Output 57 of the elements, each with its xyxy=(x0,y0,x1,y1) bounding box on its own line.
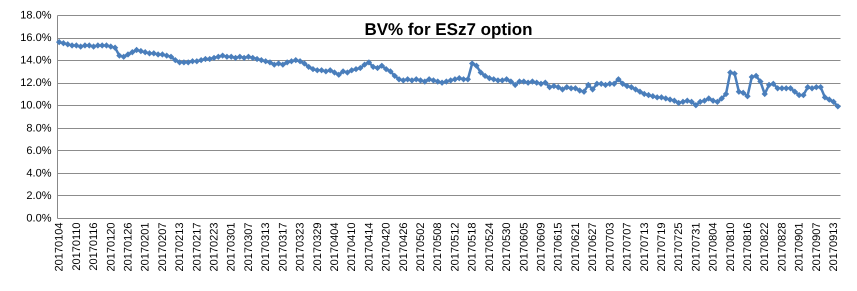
x-tick-label: 20170508 xyxy=(432,222,444,272)
x-tick-label: 20170116 xyxy=(88,222,100,271)
x-tick-label: 20170907 xyxy=(810,222,823,272)
y-tick-label: 16.0% xyxy=(20,32,52,44)
x-tick-label: 20170828 xyxy=(776,222,788,272)
x-tick-label: 20170110 xyxy=(70,222,83,271)
x-tick-label: 20170822 xyxy=(759,222,772,272)
x-tick-label: 20170420 xyxy=(380,222,393,272)
x-tick-label: 20170816 xyxy=(742,222,754,272)
x-tick-label: 20170217 xyxy=(191,222,204,272)
x-tick-label: 20170621 xyxy=(570,222,582,272)
x-tick-label: 20170126 xyxy=(122,222,134,272)
y-tick-label: 18.0% xyxy=(20,10,52,22)
x-tick-label: 20170301 xyxy=(226,222,238,272)
x-tick-label: 20170605 xyxy=(518,222,530,272)
y-tick-label: 0.0% xyxy=(26,212,52,224)
x-tick-label: 20170901 xyxy=(794,222,806,272)
x-tick-label: 20170307 xyxy=(242,222,255,272)
x-tick-label: 20170713 xyxy=(638,222,651,272)
x-tick-label: 20170913 xyxy=(828,222,840,272)
y-tick-label: 6.0% xyxy=(26,144,52,157)
x-tick-label: 20170201 xyxy=(140,222,152,272)
x-tick-label: 20170207 xyxy=(156,222,169,272)
x-tick-label: 20170627 xyxy=(587,222,600,272)
y-tick-label: 8.0% xyxy=(26,122,52,134)
x-tick-label: 20170524 xyxy=(484,222,496,272)
x-tick-label: 20170502 xyxy=(415,222,428,272)
x-tick-label: 20170512 xyxy=(449,222,462,272)
x-tick-label: 20170223 xyxy=(208,222,221,272)
x-tick-label: 20170725 xyxy=(673,222,686,272)
x-tick-label: 20170213 xyxy=(174,222,186,272)
x-tick-label: 20170120 xyxy=(105,222,118,272)
y-tick-label: 2.0% xyxy=(26,190,52,202)
x-tick-label: 20170410 xyxy=(346,222,358,272)
x-tick-label: 20170707 xyxy=(622,222,634,272)
chart-title: BV% for ESz7 option xyxy=(364,20,533,39)
x-tick-label: 20170426 xyxy=(398,222,410,272)
x-tick-label: 20170518 xyxy=(466,222,479,272)
x-tick-label: 20170609 xyxy=(535,222,548,272)
x-tick-label: 20170719 xyxy=(656,222,668,272)
x-tick-label: 20170323 xyxy=(294,222,307,272)
x-tick-label: 20170731 xyxy=(690,222,702,272)
x-tick-label: 20170615 xyxy=(552,222,565,272)
y-tick-label: 10.0% xyxy=(20,100,52,112)
x-tick-label: 20170703 xyxy=(604,222,616,272)
x-tick-label: 20170810 xyxy=(724,222,737,272)
y-tick-label: 14.0% xyxy=(20,54,52,67)
x-tick-label: 20170104 xyxy=(54,222,66,272)
x-tick-label: 20170804 xyxy=(708,222,720,272)
x-tick-label: 20170414 xyxy=(363,222,376,272)
x-tick-label: 20170329 xyxy=(312,222,324,272)
x-tick-label: 20170317 xyxy=(277,222,290,272)
y-tick-label: 4.0% xyxy=(26,167,52,180)
x-tick-label: 20170313 xyxy=(260,222,272,272)
x-tick-label: 20170404 xyxy=(328,222,341,272)
x-tick-label: 20170530 xyxy=(501,222,514,272)
y-tick-label: 12.0% xyxy=(20,77,52,90)
